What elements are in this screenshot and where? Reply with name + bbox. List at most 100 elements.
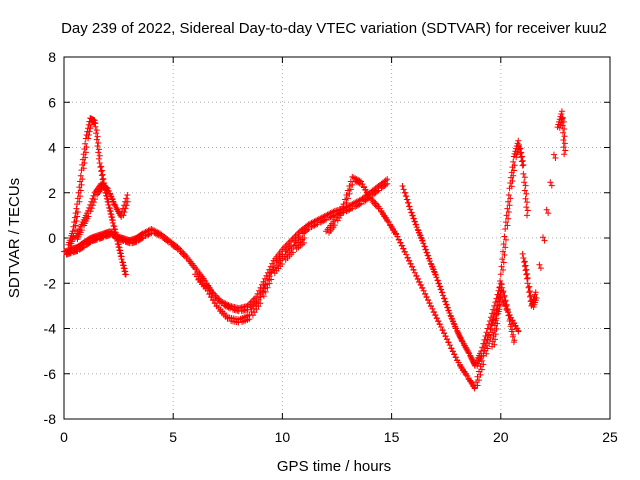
data-point-interp [526, 288, 533, 295]
data-point-interp [93, 130, 100, 137]
data-point-interp [562, 147, 569, 154]
data-point-interp [95, 149, 102, 156]
data-point-interp [98, 172, 105, 179]
data-point-interp [333, 214, 340, 221]
data-point-interp [249, 312, 256, 319]
data-point-interp [451, 351, 458, 358]
data-point-interp [110, 198, 117, 205]
data-point-interp [266, 273, 273, 280]
data-point-interp [339, 209, 346, 216]
data-point-interp [520, 254, 527, 261]
data-point-interp [409, 212, 416, 219]
data-point-interp [411, 269, 418, 276]
data-point-interp [477, 371, 484, 378]
data-point-interp [558, 110, 565, 117]
data-point [122, 271, 129, 278]
data-point [502, 225, 509, 232]
data-point-interp [509, 317, 516, 324]
data-point-interp [414, 275, 421, 282]
data-point-interp [114, 238, 121, 245]
data-point-interp [496, 301, 503, 308]
data-point-interp [493, 325, 500, 332]
data-point-interp [492, 336, 499, 343]
data-point-interp [82, 154, 89, 161]
grid-layer [64, 57, 610, 419]
data-point-interp [93, 127, 100, 134]
data-point-interp [430, 308, 437, 315]
data-point-interp [447, 312, 454, 319]
data-point-interp [109, 195, 116, 202]
data-point-interp [406, 257, 413, 264]
y-tick-label: -6 [44, 366, 57, 382]
data-point-interp [522, 182, 529, 189]
y-tick-label: -2 [44, 275, 57, 291]
data-point-interp [116, 247, 123, 254]
data-point-interp [433, 314, 440, 321]
data-point-interp [494, 298, 501, 305]
y-tick-label: -4 [44, 321, 57, 337]
data-point-interp [433, 274, 440, 281]
data-point-interp [414, 226, 421, 233]
data-point-interp [382, 177, 389, 184]
data-point-interp [431, 268, 438, 275]
data-point-interp [394, 233, 401, 240]
data-point-interp [509, 178, 516, 185]
data-point-interp [421, 243, 428, 250]
data-point-interp [560, 118, 567, 125]
data-point-interp [476, 377, 483, 384]
data-point-interp [436, 283, 443, 290]
data-point [558, 108, 565, 115]
data-point-interp [540, 234, 547, 241]
data-point-interp [543, 206, 550, 213]
data-point-interp [411, 218, 418, 225]
data-point-interp [434, 277, 441, 284]
data-point-interp [545, 210, 552, 217]
data-point-interp [505, 192, 512, 199]
data-point-interp [121, 208, 128, 215]
data-point-interp [526, 289, 533, 296]
data-point-interp [494, 320, 501, 327]
data-point-interp [516, 141, 522, 148]
data-point-interp [561, 140, 568, 147]
data-point-interp [268, 276, 275, 283]
data-point [515, 137, 522, 144]
data-point-interp [80, 165, 87, 172]
data-point-interp [494, 305, 501, 312]
data-point-interp [106, 190, 113, 197]
data-point-interp [444, 304, 451, 311]
data-point-interp [365, 191, 372, 198]
data-point-interp [516, 146, 523, 153]
data-point-interp [111, 228, 118, 235]
data-point-interp [422, 246, 429, 253]
data-point-interp [253, 306, 260, 313]
data-point-interp [508, 183, 515, 190]
data-point-interp [550, 151, 557, 158]
data-point-interp [435, 280, 442, 287]
data-layer [61, 108, 569, 392]
data-point [384, 176, 391, 183]
data-point-interp [112, 231, 119, 238]
data-point-interp [106, 204, 113, 211]
data-point [104, 198, 111, 205]
data-point [331, 216, 338, 223]
data-point-interp [509, 333, 516, 340]
data-point-interp [400, 186, 407, 193]
data-point [301, 235, 308, 241]
data-point-interp [510, 172, 517, 179]
data-point-interp [118, 256, 125, 263]
data-point-interp [561, 133, 568, 140]
data-point-interp [558, 119, 565, 126]
data-point-interp [95, 139, 102, 146]
y-axis-label: SDTVAR / TECUs [6, 178, 23, 298]
data-point-interp [527, 292, 534, 299]
data-point-interp [423, 249, 430, 256]
data-point-interp [523, 190, 530, 197]
data-point-interp [427, 260, 434, 267]
data-point-interp [336, 215, 343, 222]
data-point-interp [426, 299, 433, 306]
data-point-interp [334, 217, 341, 224]
data-point-interp [210, 296, 217, 303]
data-point-interp [449, 348, 456, 355]
data-point-interp [418, 234, 425, 241]
